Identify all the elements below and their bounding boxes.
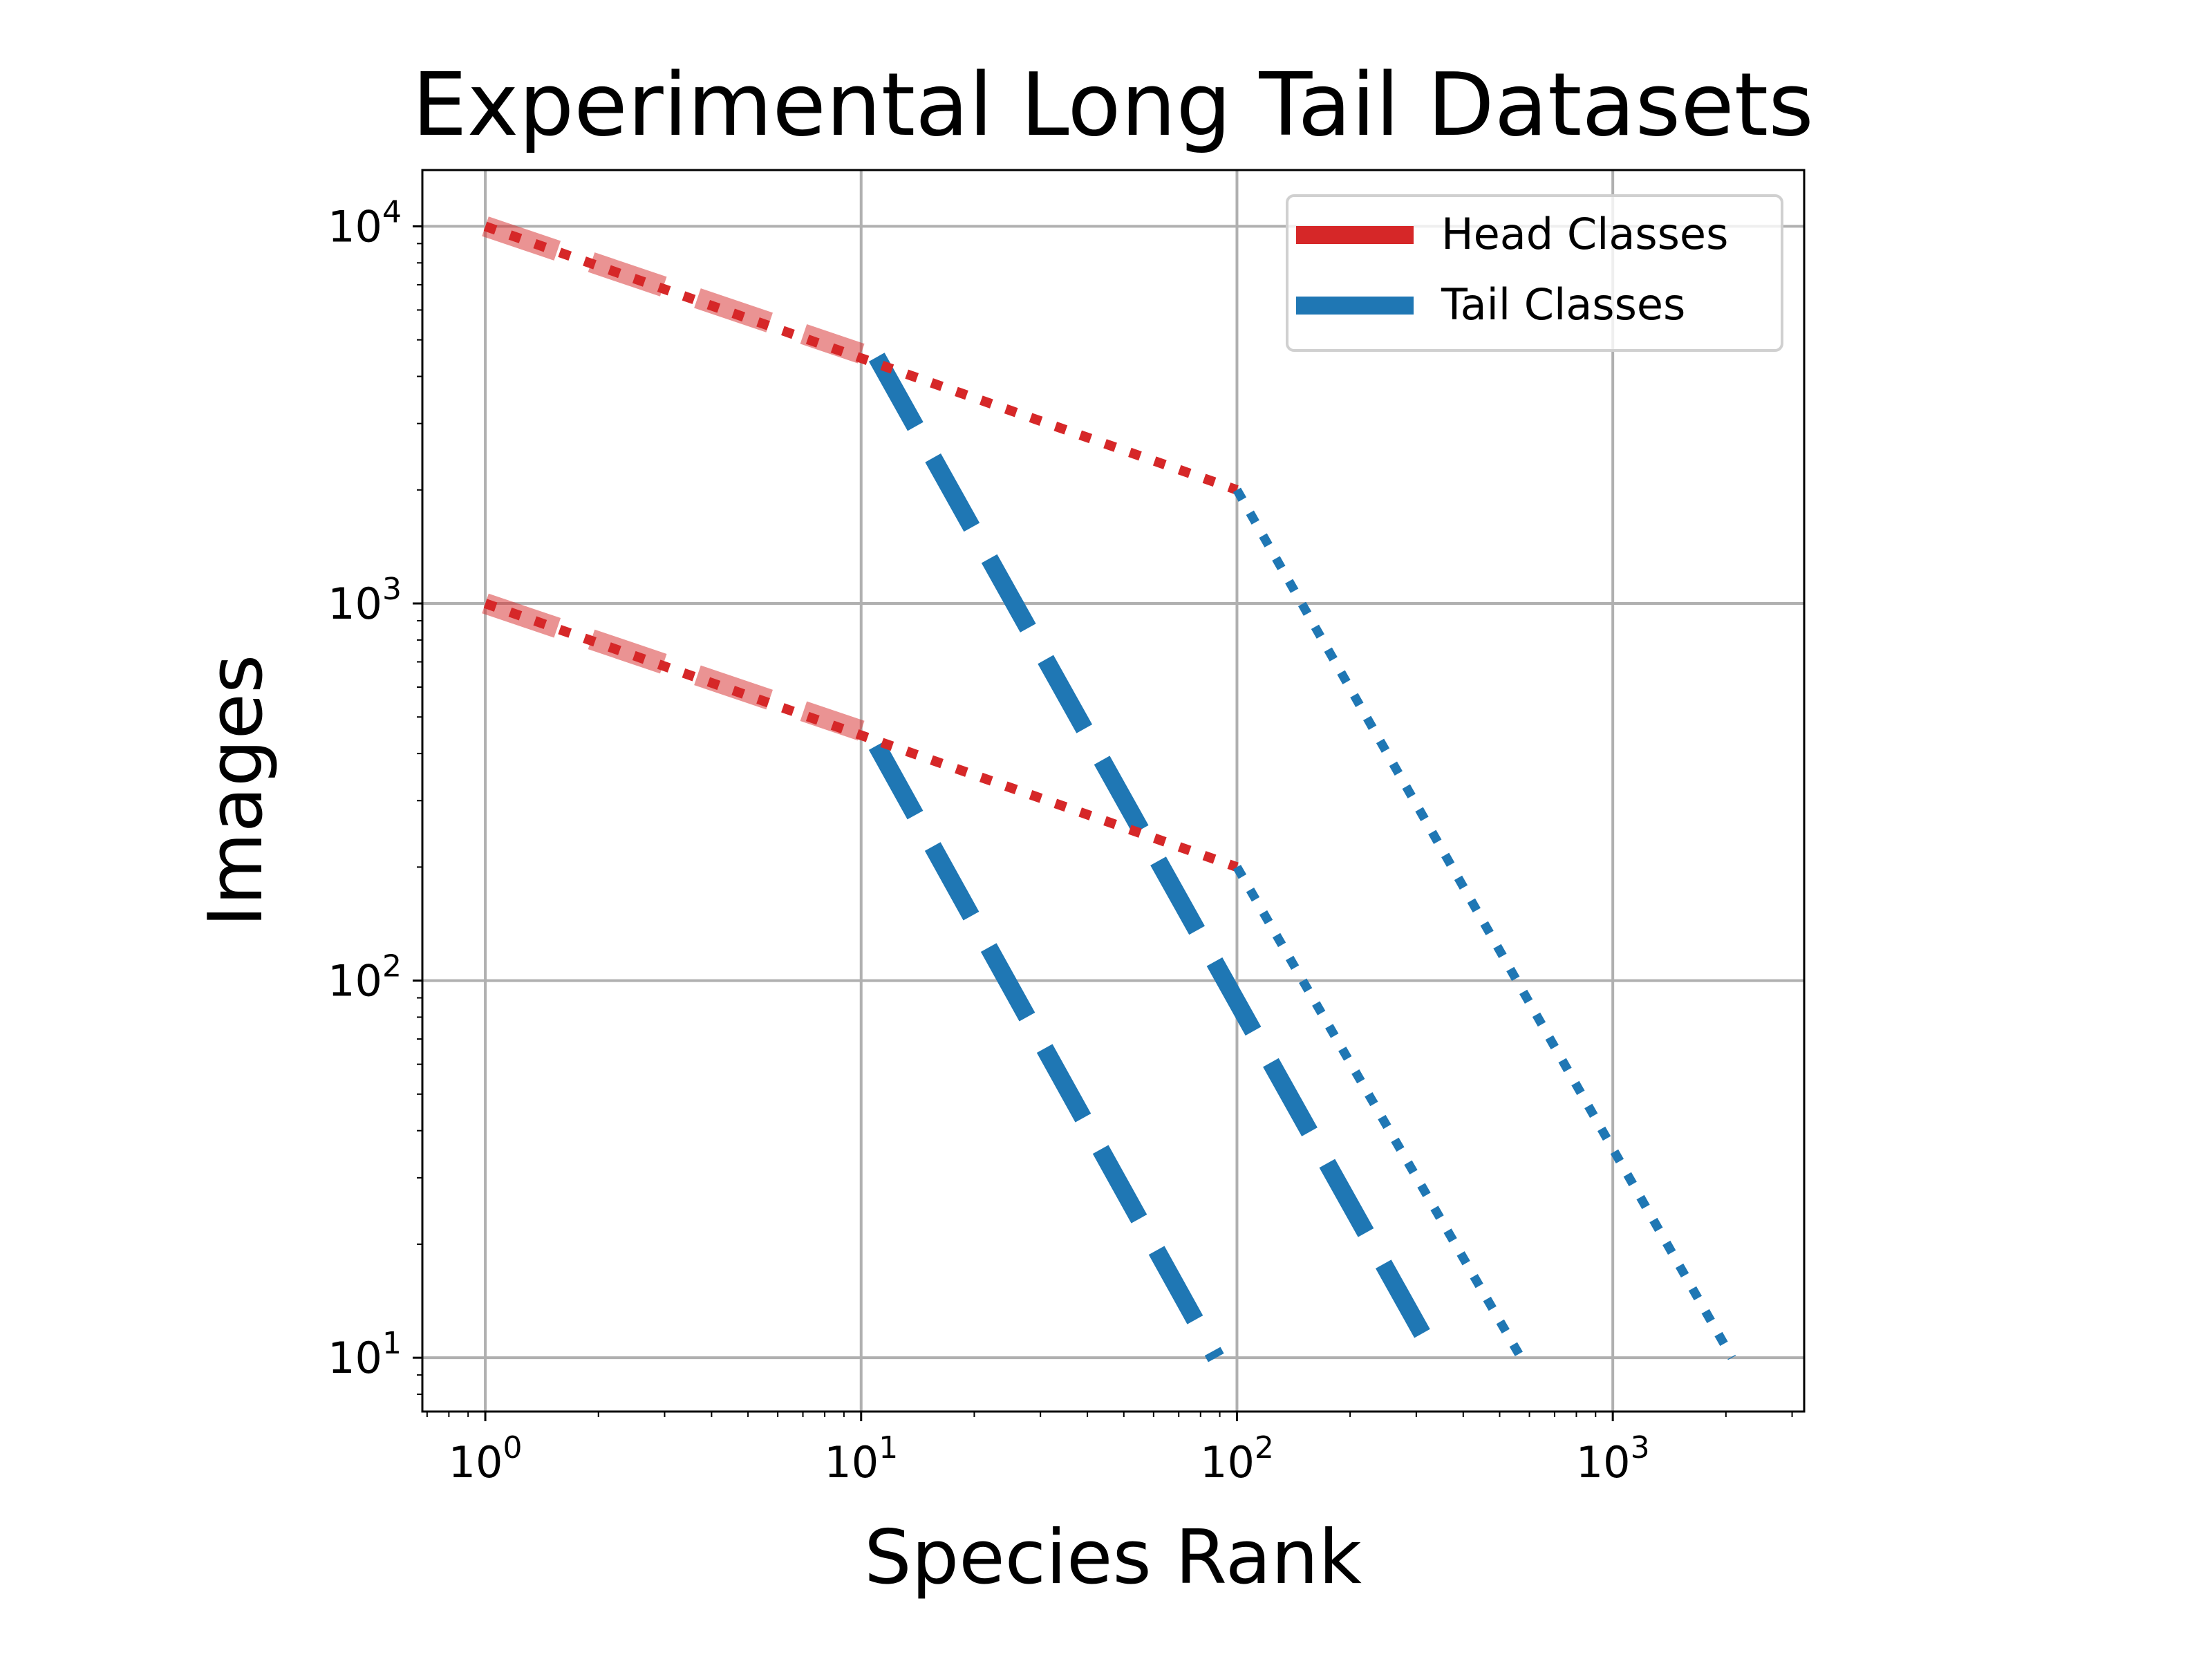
legend-tail-label: Tail Classes [1441,279,1685,330]
y-axis-label: Images [193,655,279,928]
y-tick-label: 104 [328,194,402,252]
x-tick-label: 103 [1576,1430,1650,1488]
y-tick-label: 102 [328,949,402,1006]
plot-area [482,216,1736,1362]
head-dotted-series-line [483,221,1239,495]
axes-frame [421,169,1806,1413]
x-tick-label: 102 [1200,1430,1274,1488]
legend-head-label: Head Classes [1441,209,1728,259]
y-tick-label: 101 [328,1326,402,1383]
x-tick-label: 100 [449,1430,523,1488]
tail-dotted-series-line [1232,865,1526,1360]
ticks: 100 101 102 103 101 102 103 104 [328,194,1793,1488]
head-thick-dashed-series-line [482,593,865,741]
head-dotted-series-line [483,599,1239,872]
tail-thick-dashed-series-line [868,741,1224,1362]
head-thick-dashed-series-line [482,216,865,364]
x-tick-label: 101 [824,1430,898,1488]
legend: Head Classes Tail Classes [1286,194,1783,352]
x-axis-label: Species Rank [864,1515,1362,1601]
tail-thick-dashed-series-line [868,353,1444,1362]
tail-dotted-series-line [1232,487,1736,1360]
y-tick-label: 103 [328,572,402,629]
grid [422,170,1804,1412]
chart-title: Experimental Long Tail Datasets [412,54,1814,156]
